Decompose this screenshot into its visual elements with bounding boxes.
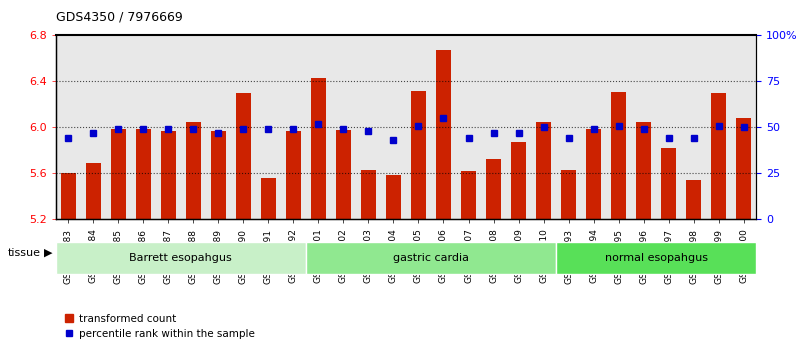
Bar [261,178,276,219]
Text: GDS4350 / 7976669: GDS4350 / 7976669 [56,11,182,24]
Text: tissue: tissue [8,248,41,258]
FancyBboxPatch shape [56,242,306,274]
Bar [486,159,501,219]
Bar [736,118,751,219]
Bar [185,122,201,219]
Bar [561,170,576,219]
Bar [161,131,176,219]
Bar [286,131,301,219]
Bar [311,78,326,219]
Text: Barrett esopahgus: Barrett esopahgus [130,253,232,263]
Bar [211,131,226,219]
Bar [661,148,676,219]
Text: gastric cardia: gastric cardia [393,253,469,263]
Bar [686,181,701,219]
Bar [461,171,476,219]
Bar [536,122,551,219]
Bar [361,170,376,219]
Bar [411,91,426,219]
Bar [586,129,601,219]
Bar [386,175,401,219]
Bar [511,142,526,219]
Legend: transformed count, percentile rank within the sample: transformed count, percentile rank withi… [61,310,259,343]
Bar [711,93,726,219]
Text: ▶: ▶ [44,248,53,258]
Bar [60,173,76,219]
Bar [111,129,126,219]
FancyBboxPatch shape [556,242,756,274]
Bar [86,163,101,219]
Bar [336,130,351,219]
Bar [136,129,150,219]
Bar [236,93,251,219]
Text: normal esopahgus: normal esopahgus [605,253,708,263]
Bar [636,122,651,219]
Bar [436,50,451,219]
FancyBboxPatch shape [306,242,556,274]
Bar [611,92,626,219]
